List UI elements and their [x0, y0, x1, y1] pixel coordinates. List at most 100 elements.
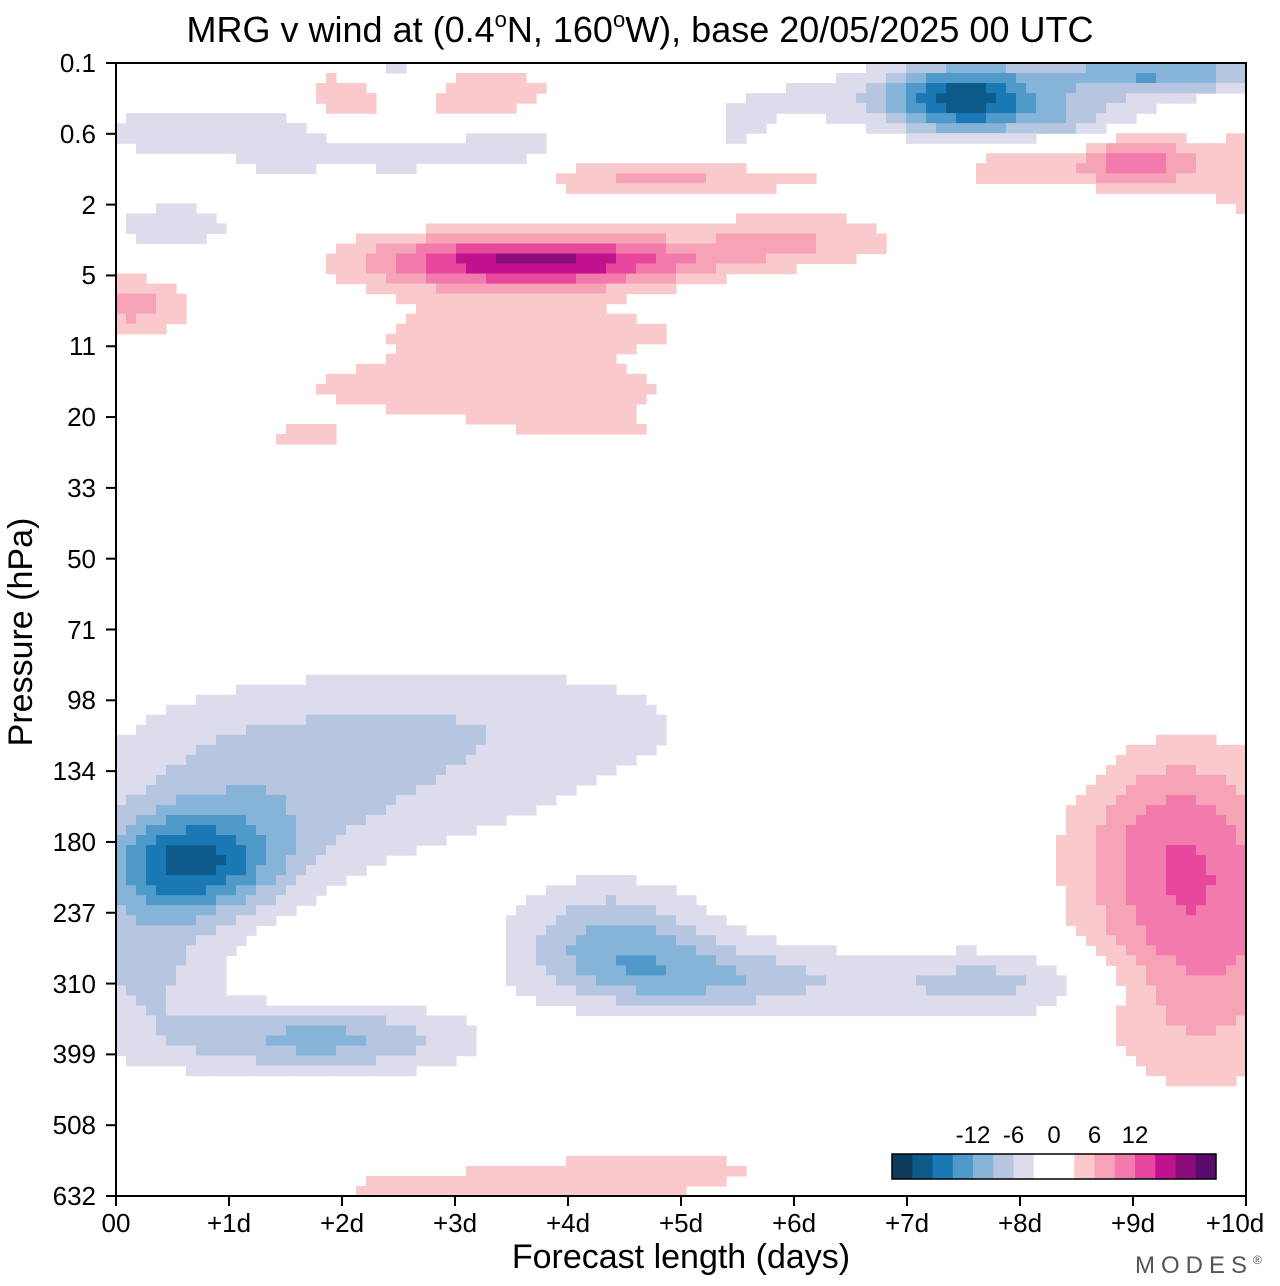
heatmap-cell [266, 1025, 277, 1037]
heatmap-cell [586, 885, 597, 896]
heatmap-cell [1066, 73, 1077, 84]
heatmap-cell [386, 835, 397, 846]
heatmap-cell [416, 153, 427, 164]
heatmap-cell [376, 684, 387, 696]
x-tick-label: +3d [432, 1208, 478, 1238]
heatmap-cell [1196, 925, 1207, 936]
heatmap-cell [1086, 804, 1097, 816]
heatmap-cell [446, 383, 457, 395]
heatmap-cell [416, 383, 427, 395]
heatmap-cell [266, 1065, 277, 1077]
heatmap-cell [596, 403, 607, 415]
heatmap-cell [286, 1035, 297, 1047]
heatmap-cell [1056, 153, 1067, 164]
heatmap-cell [676, 1185, 687, 1196]
heatmap-cell [316, 1055, 327, 1067]
heatmap-cell [166, 995, 177, 1007]
heatmap-cell [266, 804, 277, 816]
heatmap-cell [1176, 143, 1187, 154]
heatmap-cell [616, 263, 627, 275]
heatmap-cell [676, 895, 687, 906]
heatmap-cell [936, 73, 947, 84]
heatmap-cell [586, 925, 597, 936]
heatmap-cell [196, 1015, 207, 1027]
heatmap-cell [636, 423, 647, 435]
heatmap-cell [1096, 804, 1107, 816]
heatmap-cell [376, 845, 387, 856]
heatmap-cell [246, 855, 257, 866]
heatmap-cell [116, 1015, 127, 1027]
heatmap-cell [536, 283, 547, 295]
heatmap-cell [396, 744, 407, 756]
heatmap-cell [756, 113, 767, 124]
heatmap-cell [1216, 63, 1227, 74]
heatmap-cell [376, 283, 387, 295]
heatmap-cell [666, 163, 677, 174]
heatmap-cell [946, 133, 957, 144]
heatmap-cell [1116, 845, 1127, 856]
heatmap-cell [366, 1035, 377, 1047]
heatmap-cell [1216, 865, 1227, 876]
heatmap-cell [516, 915, 527, 926]
heatmap-cell [746, 955, 757, 966]
heatmap-cell [136, 875, 147, 886]
heatmap-cell [1236, 173, 1246, 184]
heatmap-cell [1186, 865, 1197, 876]
heatmap-cell [1196, 794, 1207, 806]
heatmap-cell [446, 363, 457, 375]
heatmap-cell [186, 955, 197, 966]
heatmap-cell [526, 253, 537, 265]
heatmap-cell [456, 744, 467, 756]
heatmap-cell [496, 714, 507, 726]
heatmap-cell [556, 173, 567, 184]
heatmap-cell [696, 975, 707, 987]
heatmap-cell [1116, 915, 1127, 926]
heatmap-cell [1216, 955, 1227, 966]
heatmap-cell [1066, 93, 1077, 104]
heatmap-cell [1096, 865, 1107, 876]
heatmap-cell [286, 895, 297, 906]
heatmap-cell [626, 754, 637, 766]
heatmap-cell [1156, 975, 1167, 987]
heatmap-cell [636, 995, 647, 1007]
heatmap-cell [436, 1055, 447, 1067]
heatmap-cell [366, 393, 377, 405]
heatmap-cell [1126, 935, 1137, 946]
heatmap-cell [1236, 905, 1246, 916]
heatmap-cell [976, 985, 987, 997]
colorbar-swatch [1135, 1154, 1156, 1179]
heatmap-cell [726, 955, 737, 966]
heatmap-cell [126, 273, 137, 285]
heatmap-cell [836, 103, 847, 114]
heatmap-cell [1226, 845, 1237, 856]
heatmap-cell [226, 1035, 237, 1047]
heatmap-cell [816, 223, 827, 235]
heatmap-cell [546, 293, 557, 305]
heatmap-cell [346, 1065, 357, 1077]
heatmap-cell [186, 133, 197, 144]
heatmap-cell [296, 814, 307, 826]
heatmap-cell [1116, 935, 1127, 946]
heatmap-cell [896, 1005, 907, 1017]
heatmap-cell [1036, 173, 1047, 184]
colorbar-swatch [912, 1154, 933, 1179]
heatmap-cell [926, 1005, 937, 1017]
heatmap-cell [596, 754, 607, 766]
heatmap-cell [806, 253, 817, 265]
heatmap-cell [1166, 1075, 1177, 1087]
heatmap-cell [526, 764, 537, 776]
heatmap-cell [276, 163, 287, 174]
heatmap-cell [246, 895, 257, 906]
heatmap-cell [596, 704, 607, 716]
heatmap-cell [366, 93, 377, 104]
heatmap-cell [496, 313, 507, 325]
heatmap-cell [396, 143, 407, 154]
heatmap-cell [256, 734, 267, 746]
heatmap-cell [466, 794, 477, 806]
heatmap-cell [196, 1065, 207, 1077]
heatmap-cell [116, 935, 127, 946]
heatmap-cell [966, 123, 977, 134]
heatmap-cell [536, 273, 547, 285]
heatmap-cell [496, 764, 507, 776]
heatmap-cell [356, 865, 367, 876]
